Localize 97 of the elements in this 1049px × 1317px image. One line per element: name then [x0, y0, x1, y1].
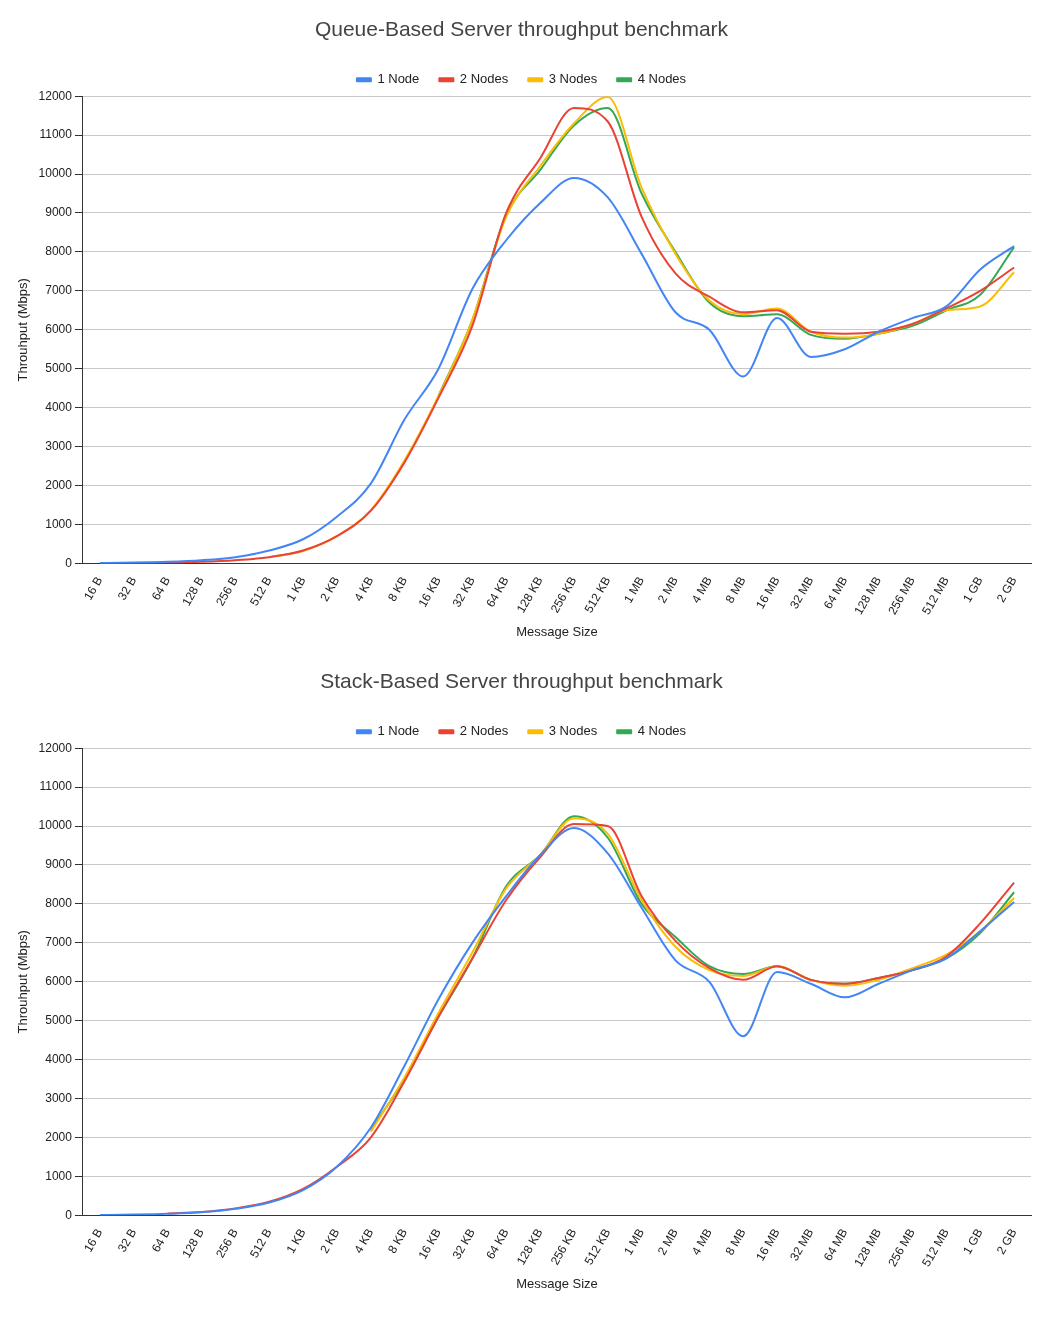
x-tick-label: 1 KB	[283, 574, 309, 604]
x-tick-label: 2 GB	[993, 574, 1020, 605]
y-tick-label: 11000	[39, 779, 73, 794]
legend-label: 3 Nodes	[548, 723, 598, 739]
x-tick-label: 256 MB	[885, 574, 918, 617]
x-tick-label: 32 MB	[786, 1226, 817, 1264]
y-tick-label: 3000	[45, 438, 73, 453]
y-tick-label: 4000	[45, 399, 73, 414]
x-tick-label: 32 KB	[449, 574, 478, 610]
x-tick-label: 1 MB	[620, 1226, 648, 1258]
x-tick-label: 128 MB	[851, 1226, 885, 1269]
y-tick-label: 8000	[45, 896, 73, 911]
x-tick-label: 8 KB	[384, 1226, 411, 1256]
x-tick-label: 128 KB	[513, 574, 546, 616]
x-tick-label: 2 MB	[654, 1226, 681, 1258]
x-tick-label: 32 B	[114, 574, 140, 603]
y-tick-label: 7000	[45, 935, 73, 950]
x-tick-label: 256 MB	[885, 1226, 918, 1269]
y-tick-label: 0	[65, 555, 73, 570]
x-tick-label: 16 MB	[753, 574, 783, 612]
y-tick-label: 3000	[45, 1090, 73, 1105]
x-tick-label: 4 KB	[351, 1226, 377, 1256]
x-tick-label: 32 B	[114, 1226, 140, 1255]
y-tick-label: 1000	[45, 1168, 73, 1183]
x-tick-label: 512 KB	[581, 1226, 614, 1268]
y-tick-label: 8000	[45, 244, 73, 259]
x-tick-label: 32 MB	[786, 574, 817, 612]
x-tick-label: 512 KB	[581, 574, 614, 616]
y-tick-label: 5000	[45, 1013, 73, 1028]
x-tick-label: 4 KB	[351, 574, 377, 604]
legend-label: 1 Node	[377, 723, 420, 739]
x-tick-label: 2 MB	[654, 574, 681, 606]
x-tick-label: 16 B	[80, 574, 106, 603]
x-tick-label: 128 B	[179, 1226, 207, 1261]
x-axis-title: Message Size	[516, 623, 598, 639]
x-tick-label: 1 MB	[620, 574, 648, 606]
x-tick-label: 32 KB	[449, 1226, 478, 1262]
y-axis-title: Throuhput (Mbps)	[15, 930, 31, 1034]
y-tick-label: 7000	[45, 283, 73, 298]
x-tick-label: 4 MB	[688, 574, 715, 606]
x-tick-label: 1 GB	[959, 574, 986, 605]
x-tick-label: 512 B	[246, 1226, 275, 1261]
x-tick-label: 1 GB	[959, 1226, 986, 1257]
x-tick-label: 512 B	[246, 574, 275, 609]
x-tick-label: 16 KB	[415, 574, 444, 610]
x-axis-title: Message Size	[516, 1275, 598, 1291]
x-tick-label: 2 GB	[993, 1226, 1020, 1257]
y-tick-label: 6000	[45, 322, 73, 337]
x-tick-label: 64 KB	[483, 1226, 512, 1262]
x-tick-label: 64 MB	[820, 574, 851, 612]
x-tick-label: 1 KB	[283, 1226, 309, 1256]
x-tick-label: 4 MB	[688, 1226, 715, 1258]
x-tick-label: 64 B	[148, 574, 174, 603]
y-tick-label: 10000	[38, 166, 73, 181]
x-tick-label: 256 KB	[547, 574, 580, 616]
x-tick-label: 256 B	[213, 574, 241, 609]
x-tick-label: 16 KB	[415, 1226, 444, 1262]
y-tick-label: 2000	[45, 477, 73, 492]
chart-title: Stack-Based Server throughput benchmark	[320, 669, 724, 693]
legend-label: 4 Nodes	[637, 71, 687, 87]
y-tick-label: 9000	[45, 205, 73, 220]
y-tick-label: 10000	[38, 818, 73, 833]
x-tick-label: 128 MB	[851, 574, 885, 617]
y-tick-label: 9000	[45, 857, 73, 872]
y-tick-label: 12000	[38, 88, 73, 103]
x-tick-label: 2 KB	[317, 574, 343, 604]
y-tick-label: 1000	[45, 516, 73, 531]
y-tick-label: 5000	[45, 361, 73, 376]
y-axis-title: Throuhput (Mbps)	[15, 278, 31, 382]
x-tick-label: 128 B	[179, 574, 207, 609]
chart-title: Queue-Based Server throughput benchmark	[314, 17, 729, 41]
x-tick-label: 256 KB	[547, 1226, 580, 1268]
y-tick-label: 11000	[39, 127, 73, 142]
y-tick-label: 0	[65, 1207, 73, 1222]
y-tick-label: 4000	[45, 1051, 73, 1066]
x-tick-label: 512 MB	[919, 1226, 952, 1269]
legend-label: 2 Nodes	[459, 723, 509, 739]
x-tick-label: 8 KB	[384, 574, 411, 604]
y-tick-label: 2000	[45, 1129, 73, 1144]
x-tick-label: 16 MB	[753, 1226, 783, 1264]
x-tick-label: 8 MB	[722, 574, 749, 606]
legend-label: 3 Nodes	[548, 71, 598, 87]
legend-label: 4 Nodes	[637, 723, 687, 739]
x-tick-label: 64 B	[148, 1226, 174, 1255]
x-tick-label: 256 B	[213, 1226, 241, 1261]
line-series	[98, 176, 1016, 564]
x-tick-label: 8 MB	[722, 1226, 749, 1258]
x-tick-label: 512 MB	[919, 574, 952, 617]
y-tick-label: 12000	[38, 740, 73, 755]
y-tick-label: 6000	[45, 974, 73, 989]
x-tick-label: 64 KB	[483, 574, 512, 610]
x-tick-label: 128 KB	[513, 1226, 546, 1268]
legend-label: 2 Nodes	[459, 71, 509, 87]
legend-label: 1 Node	[377, 71, 420, 87]
x-tick-label: 64 MB	[820, 1226, 851, 1264]
x-tick-label: 16 B	[80, 1226, 106, 1255]
x-tick-label: 2 KB	[317, 1226, 343, 1256]
